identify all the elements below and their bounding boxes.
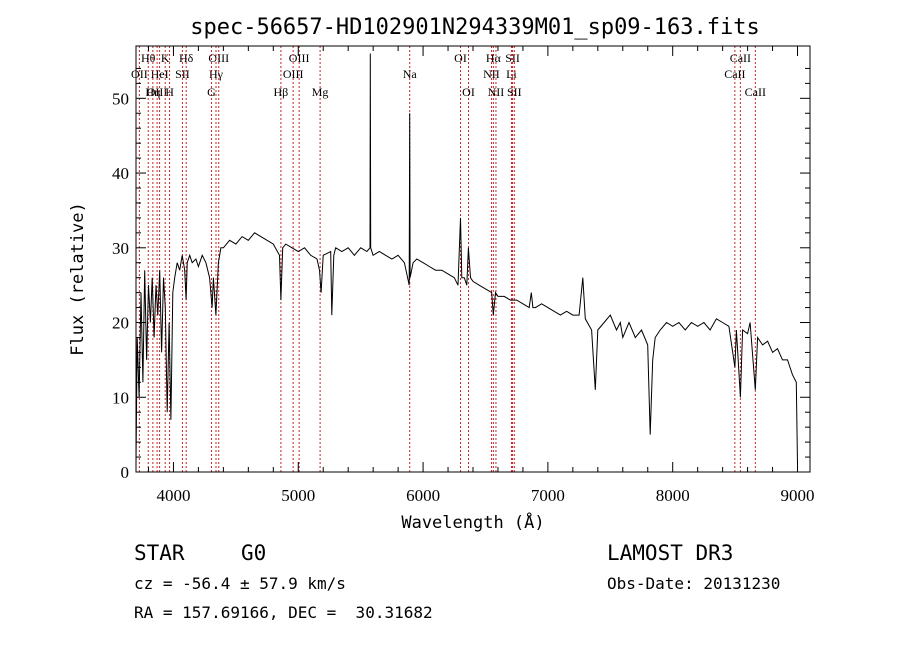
line-label: OIII xyxy=(283,67,304,81)
y-tick-label: 50 xyxy=(112,89,129,108)
line-label: SII xyxy=(175,67,190,81)
line-label: OIII xyxy=(208,51,229,65)
line-label: OIII xyxy=(289,51,310,65)
y-tick-label: 0 xyxy=(121,463,130,482)
line-label: OII xyxy=(131,67,148,81)
line-label: OIII xyxy=(147,85,168,99)
line-label: NII xyxy=(483,67,500,81)
class-label: STAR xyxy=(134,541,185,565)
line-label: NII xyxy=(488,85,505,99)
x-tick-label: 5000 xyxy=(281,486,315,505)
y-axis-label: Flux (relative) xyxy=(68,202,88,356)
line-label: HeI xyxy=(151,67,169,81)
line-label: CaII xyxy=(724,67,745,81)
line-label: G xyxy=(207,85,216,99)
line-label: Hα xyxy=(486,51,502,65)
line-label: Hθ xyxy=(141,51,156,65)
line-label: Li xyxy=(506,67,517,81)
line-label: SII xyxy=(507,85,522,99)
line-label: CaII xyxy=(730,51,751,65)
line-label: Mg xyxy=(312,85,329,99)
x-tick-label: 6000 xyxy=(406,486,440,505)
line-label: H xyxy=(165,85,174,99)
y-tick-label: 20 xyxy=(112,314,129,333)
x-tick-label: 9000 xyxy=(781,486,815,505)
survey-label: LAMOST DR3 xyxy=(607,541,734,565)
y-tick-label: 30 xyxy=(112,239,129,258)
x-tick-label: 7000 xyxy=(531,486,565,505)
line-label: OI xyxy=(454,51,467,65)
obs-date-label: Obs-Date: 20131230 xyxy=(607,574,781,593)
y-tick-label: 40 xyxy=(112,164,129,183)
subclass-label: G0 xyxy=(241,541,267,565)
line-label: Na xyxy=(403,67,418,81)
x-tick-label: 4000 xyxy=(156,486,190,505)
line-label: SII xyxy=(505,51,520,65)
redshift-label: cz = -56.4 ± 57.9 km/s xyxy=(134,574,346,593)
coords-label: RA = 157.69166, DEC = 30.31682 xyxy=(134,603,433,622)
plot-frame xyxy=(135,45,811,473)
y-tick-label: 10 xyxy=(112,388,129,407)
line-label: Hγ xyxy=(209,67,224,81)
chart-title: spec-56657-HD102901N294339M01_sp09-163.f… xyxy=(190,15,760,40)
line-label: OI xyxy=(462,85,475,99)
line-label: CaII xyxy=(745,85,766,99)
line-label: Hβ xyxy=(274,85,289,99)
line-label: Hη xyxy=(145,85,160,99)
line-label: K xyxy=(161,51,170,65)
series-line xyxy=(135,53,798,465)
line-label: Hδ xyxy=(179,51,194,65)
x-axis-label: Wavelength (Å) xyxy=(401,511,544,533)
x-tick-label: 8000 xyxy=(656,486,690,505)
